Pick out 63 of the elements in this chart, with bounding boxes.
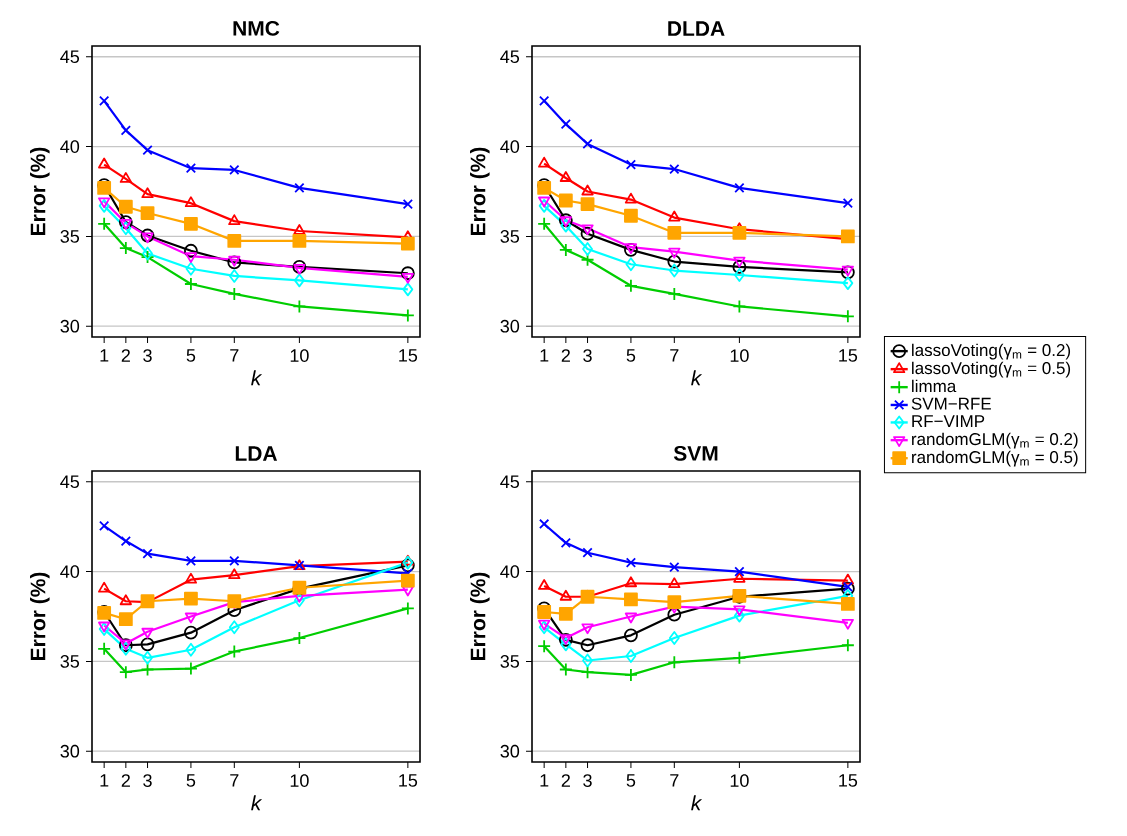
x-axis-title: k [691,795,703,811]
y-axis-title: Error (%) [470,572,490,661]
x-tick-label: 5 [186,774,196,787]
y-axis-title: Error (%) [470,147,490,236]
x-tick-label: 1 [540,349,549,362]
x-axis-title: k [691,370,703,386]
y-tick-label: 45 [60,475,80,489]
legend-label: lassoVoting(γ$_{m}$ = 0.5) [912,361,1071,378]
y-tick-label: 45 [60,50,80,64]
y-tick-label: 30 [500,319,520,333]
x-tick-label: 15 [399,349,418,362]
x-tick-label: 1 [100,774,109,787]
x-tick-label: 2 [121,349,130,362]
legend-label: RF−VIMP [912,415,985,427]
y-tick-label: 40 [500,565,520,578]
legend-label: limma [912,379,957,393]
chart-title: NMC [233,20,280,36]
x-tick-label: 3 [583,349,592,362]
legend-label: SVM−RFE [911,397,991,410]
x-tick-label: 2 [561,349,570,362]
x-tick-label: 10 [730,349,749,362]
x-tick-label: 3 [583,774,592,787]
y-tick-label: 35 [60,655,80,668]
y-tick-label: 45 [500,475,520,489]
x-tick-label: 1 [540,774,549,787]
x-tick-label: 7 [230,349,239,362]
y-tick-label: 30 [60,744,80,758]
y-axis-title: Error (%) [30,572,50,661]
x-tick-label: 2 [561,774,570,787]
y-tick-label: 30 [500,744,520,758]
x-tick-label: 1 [100,349,109,362]
y-axis-title: Error (%) [30,147,50,236]
x-tick-label: 5 [626,349,636,362]
x-tick-label: 5 [626,774,636,787]
y-tick-label: 45 [500,50,520,64]
x-tick-label: 3 [143,349,152,362]
y-tick-label: 30 [60,319,80,333]
x-tick-label: 15 [399,774,418,787]
chart-title: SVM [673,445,718,461]
legend-label: lassoVoting(γ$_{m}$ = 0.2) [912,343,1071,360]
x-tick-label: 10 [290,349,309,362]
x-tick-label: 5 [186,349,196,362]
y-tick-label: 40 [60,140,80,153]
y-tick-label: 35 [60,230,80,243]
y-tick-label: 35 [500,655,520,668]
x-axis-title: k [251,370,263,386]
legend-label: randomGLM(γ$_{m}$ = 0.5) [912,450,1078,467]
x-tick-label: 10 [290,774,309,787]
chart-title: LDA [235,446,278,461]
y-tick-label: 40 [60,565,80,578]
x-tick-label: 3 [143,774,152,787]
x-tick-label: 7 [230,774,239,787]
y-tick-label: 35 [500,230,520,243]
x-tick-label: 15 [839,774,858,787]
x-tick-label: 10 [730,774,749,787]
x-tick-label: 7 [670,349,679,362]
x-tick-label: 2 [121,774,130,787]
legend-label: randomGLM(γ$_{m}$ = 0.2) [912,432,1078,449]
x-tick-label: 7 [670,774,679,787]
x-axis-title: k [251,795,263,811]
chart-title: DLDA [668,21,725,36]
y-tick-label: 40 [500,140,520,153]
x-tick-label: 15 [839,349,858,362]
